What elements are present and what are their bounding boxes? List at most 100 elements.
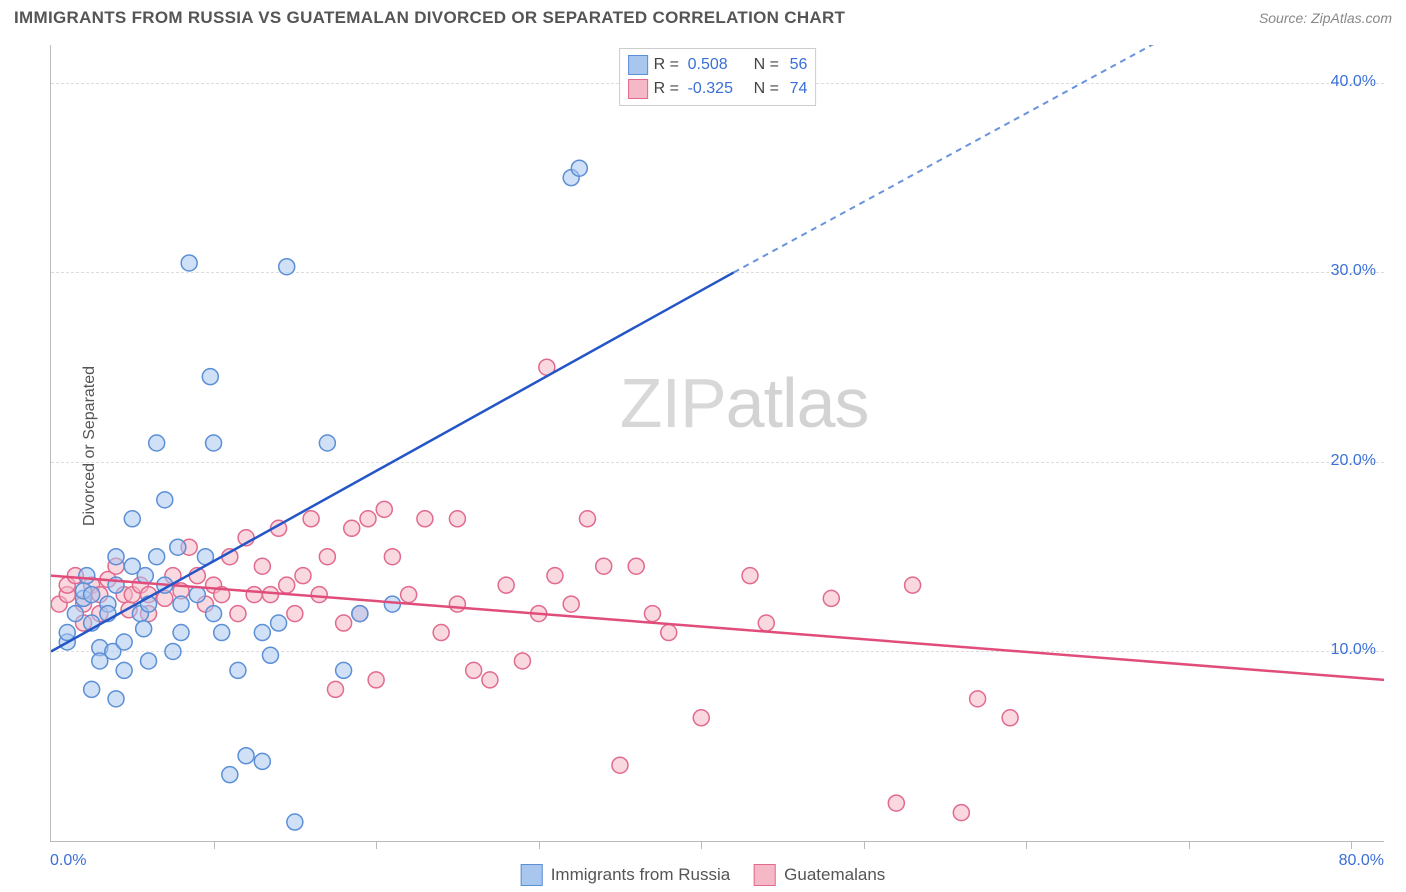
r-label: R = <box>654 53 682 77</box>
data-point <box>124 511 140 527</box>
legend-label-series1: Immigrants from Russia <box>551 865 730 885</box>
x-tick <box>376 841 377 849</box>
data-point <box>141 653 157 669</box>
data-point <box>596 558 612 574</box>
data-point <box>742 568 758 584</box>
data-point <box>449 596 465 612</box>
x-tick <box>1026 841 1027 849</box>
data-point <box>230 662 246 678</box>
data-point <box>352 606 368 622</box>
x-tick <box>1351 841 1352 849</box>
source-attribution: Source: ZipAtlas.com <box>1259 10 1392 26</box>
data-point <box>628 558 644 574</box>
data-point <box>279 577 295 593</box>
swatch-series1 <box>521 864 543 886</box>
x-axis-min-label: 0.0% <box>50 852 86 870</box>
n-label: N = <box>754 77 784 101</box>
data-point <box>246 587 262 603</box>
data-point <box>137 568 153 584</box>
data-point <box>384 549 400 565</box>
data-point <box>547 568 563 584</box>
data-point <box>466 662 482 678</box>
trend-line <box>51 576 1384 680</box>
data-point <box>376 501 392 517</box>
x-tick <box>1189 841 1190 849</box>
stats-legend: R = 0.508 N = 56 R = -0.325 N = 74 <box>619 48 817 106</box>
x-tick <box>864 841 865 849</box>
stats-row-series2: R = -0.325 N = 74 <box>628 77 808 101</box>
data-point <box>79 568 95 584</box>
data-point <box>498 577 514 593</box>
data-point <box>170 539 186 555</box>
data-point <box>433 625 449 641</box>
data-point <box>303 511 319 527</box>
x-tick <box>701 841 702 849</box>
data-point <box>84 681 100 697</box>
data-point <box>116 662 132 678</box>
legend-item-series1: Immigrants from Russia <box>521 864 730 886</box>
data-point <box>905 577 921 593</box>
data-point <box>116 634 132 650</box>
x-axis-max-label: 80.0% <box>1339 852 1384 870</box>
n-value-series1: 56 <box>790 53 808 77</box>
n-value-series2: 74 <box>790 77 808 101</box>
x-tick <box>539 841 540 849</box>
data-point <box>482 672 498 688</box>
data-point <box>579 511 595 527</box>
data-point <box>149 435 165 451</box>
n-label: N = <box>754 53 784 77</box>
data-point <box>612 757 628 773</box>
data-point <box>254 558 270 574</box>
data-point <box>360 511 376 527</box>
data-point <box>254 753 270 769</box>
data-point <box>214 625 230 641</box>
data-point <box>279 259 295 275</box>
data-point <box>368 672 384 688</box>
data-point <box>693 710 709 726</box>
data-point <box>644 606 660 622</box>
data-point <box>238 748 254 764</box>
bottom-legend: Immigrants from Russia Guatemalans <box>521 864 886 886</box>
data-point <box>287 814 303 830</box>
data-point <box>206 606 222 622</box>
data-point <box>108 549 124 565</box>
scatter-plot-svg <box>51 45 1384 841</box>
data-point <box>1002 710 1018 726</box>
data-point <box>262 647 278 663</box>
r-value-series2: -0.325 <box>688 77 748 101</box>
data-point <box>953 805 969 821</box>
data-point <box>189 587 205 603</box>
data-point <box>230 606 246 622</box>
data-point <box>67 606 83 622</box>
data-point <box>384 596 400 612</box>
data-point <box>206 435 222 451</box>
swatch-series2 <box>628 79 648 99</box>
data-point <box>327 681 343 697</box>
stats-row-series1: R = 0.508 N = 56 <box>628 53 808 77</box>
data-point <box>149 549 165 565</box>
plot-area: ZIPatlas 10.0%20.0%30.0%40.0% R = 0.508 … <box>50 45 1384 842</box>
data-point <box>319 435 335 451</box>
trend-line <box>51 272 734 651</box>
swatch-series2 <box>754 864 776 886</box>
data-point <box>417 511 433 527</box>
data-point <box>295 568 311 584</box>
data-point <box>108 691 124 707</box>
data-point <box>222 767 238 783</box>
data-point <box>571 160 587 176</box>
data-point <box>888 795 904 811</box>
data-point <box>401 587 417 603</box>
data-point <box>84 587 100 603</box>
data-point <box>157 492 173 508</box>
data-point <box>449 511 465 527</box>
data-point <box>136 621 152 637</box>
data-point <box>202 369 218 385</box>
swatch-series1 <box>628 55 648 75</box>
data-point <box>311 587 327 603</box>
legend-label-series2: Guatemalans <box>784 865 885 885</box>
data-point <box>344 520 360 536</box>
data-point <box>758 615 774 631</box>
data-point <box>970 691 986 707</box>
x-tick <box>214 841 215 849</box>
data-point <box>165 643 181 659</box>
